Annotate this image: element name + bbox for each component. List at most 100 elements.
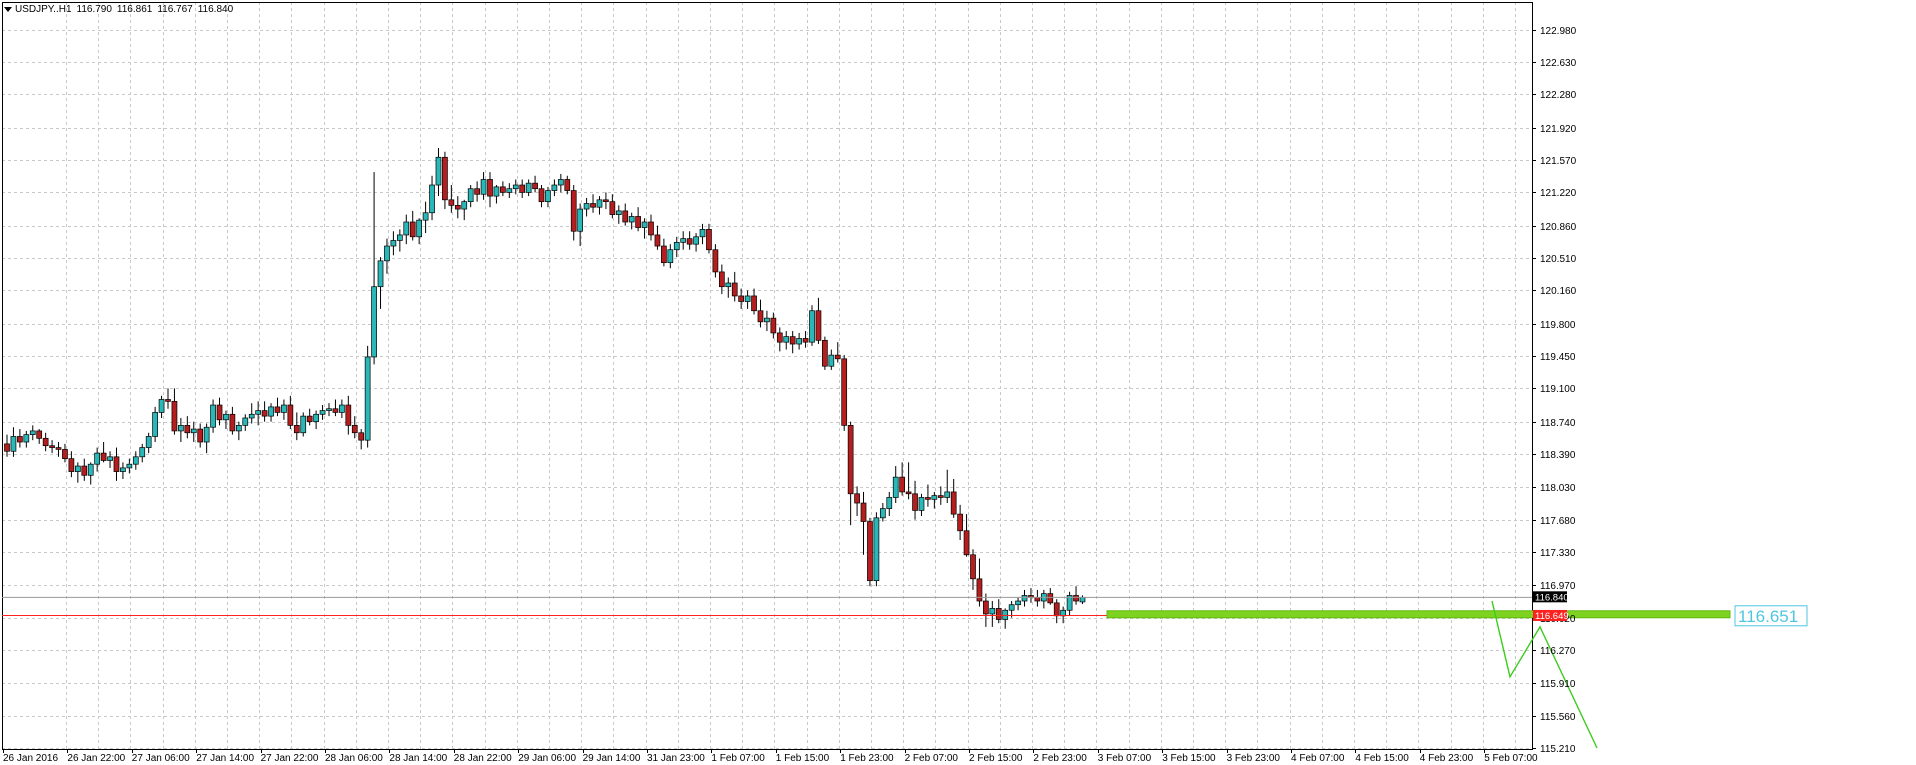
candle (603, 192, 609, 210)
candle-body (899, 476, 906, 493)
candle-body (950, 491, 957, 515)
x-tick-label: 28 Jan 06:00 (325, 753, 383, 764)
candle (152, 406, 158, 443)
candle-body (261, 410, 268, 417)
y-tick-label: 117.680 (1540, 516, 1576, 527)
candle (10, 427, 17, 457)
candle-body (293, 425, 300, 434)
x-tick-label: 3 Feb 07:00 (1098, 753, 1152, 764)
price-axis[interactable]: 122.980 122.630 122.280 121.920 121.570 121.2… (1532, 26, 1577, 755)
candle-body (802, 338, 809, 343)
candle-body (603, 199, 609, 203)
candle-body (712, 249, 719, 273)
x-tick-label: 1 Feb 15:00 (776, 753, 830, 764)
candle (480, 172, 487, 200)
candle-body (384, 245, 390, 262)
candle-body (10, 436, 17, 452)
candle (216, 397, 223, 426)
candle (364, 345, 371, 448)
projection-path (1491, 600, 1598, 749)
candle (532, 175, 538, 193)
candle-body (268, 406, 274, 417)
candle-body (493, 186, 500, 197)
candle (789, 331, 796, 354)
candle-body (487, 179, 493, 197)
candle-body (854, 493, 860, 504)
candle-body (564, 179, 571, 191)
candle-body (461, 201, 468, 210)
candle (390, 231, 397, 256)
candle (429, 175, 435, 221)
candle (339, 399, 345, 418)
candle-body (339, 404, 345, 413)
candle-body (622, 210, 629, 223)
candle (950, 478, 957, 518)
candle (87, 462, 94, 485)
candle (235, 421, 242, 441)
candle (686, 231, 693, 250)
y-tick-label: 122.280 (1540, 90, 1577, 101)
candle-body (841, 358, 848, 426)
x-tick-label: 26 Jan 22:00 (67, 753, 125, 764)
candle (970, 549, 976, 590)
candle-body (809, 310, 815, 343)
candle (55, 442, 62, 457)
candle-body (409, 221, 416, 238)
candle (628, 212, 635, 230)
candle (1073, 586, 1079, 605)
candle (171, 388, 178, 435)
x-tick-label: 27 Jan 06:00 (132, 753, 190, 764)
candle-body (648, 221, 654, 236)
candle (94, 447, 101, 472)
candle (525, 179, 532, 197)
candle-body (693, 236, 699, 245)
x-tick-label: 1 Feb 07:00 (711, 753, 765, 764)
candle (615, 205, 622, 224)
candle-body (345, 404, 352, 426)
y-tick-label: 115.560 (1540, 712, 1576, 723)
candle (596, 196, 603, 215)
candle (764, 310, 770, 332)
candle-body (609, 201, 616, 215)
candle-body (995, 608, 1002, 620)
candle-body (867, 521, 873, 582)
candle (957, 504, 963, 541)
candle-body (680, 238, 687, 243)
candle (892, 466, 899, 504)
current-price-tag: 116.840 (1533, 591, 1569, 603)
support-label-box (1734, 605, 1808, 627)
candle (255, 401, 262, 426)
y-tick-label: 118.030 (1540, 483, 1576, 494)
candle-body (686, 238, 693, 245)
candle-body (1047, 593, 1054, 604)
candle-body (332, 408, 339, 413)
candle (983, 593, 989, 627)
candle-body (635, 216, 641, 228)
candle-body (158, 399, 165, 413)
dropdown-triangle-icon[interactable] (4, 7, 12, 12)
candle (731, 271, 738, 302)
candle (332, 399, 339, 417)
candle (113, 447, 120, 481)
candle (68, 451, 75, 478)
candle-body (673, 241, 680, 251)
x-tick-label: 3 Feb 15:00 (1162, 753, 1216, 764)
candle-body (448, 199, 455, 206)
candle (557, 173, 564, 193)
candle-body (165, 399, 171, 402)
time-axis[interactable]: 26 Jan 2016 26 Jan 22:00 27 Jan 06:00 27 Ja… (3, 749, 1538, 764)
candle-body (725, 282, 732, 288)
candle-body (577, 208, 584, 232)
candle (242, 414, 249, 431)
candle-body (970, 554, 976, 580)
candle-body (860, 502, 867, 522)
candle (538, 185, 545, 208)
candle (300, 412, 307, 437)
candle-body (396, 234, 403, 241)
candle (1034, 589, 1041, 607)
candle-body (152, 412, 158, 437)
overlays: 116.651 (2, 596, 1808, 749)
candle (841, 355, 848, 431)
